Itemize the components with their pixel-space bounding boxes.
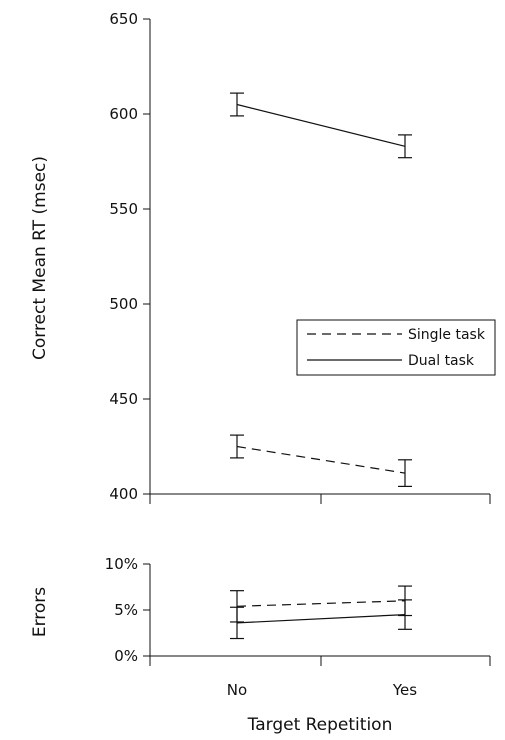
rt-axis-title: Correct Mean RT (msec) [30,156,50,360]
legend-box [296,319,496,376]
rt-y-tick-label: 550 [109,200,138,218]
errors-single-task-line [236,600,406,607]
x-tick-label: Yes [392,681,417,699]
rt-single-task-error-bar [230,434,244,459]
rt-single-task-error-bar [398,459,412,487]
errors-dual-task-line [236,614,406,624]
legend-label-dual-task: Dual task [408,353,475,369]
errors-y-tick-label: 0% [114,647,138,665]
legend: Single task Dual task [296,319,496,376]
errors-y-tick-label: 5% [114,601,138,619]
rt-dual-task-error-bar [398,134,412,159]
rt-single-task-line [236,445,406,474]
rt-dual-task-line [236,103,406,147]
rt-dual-task-error-bar [230,92,244,117]
rt-y-tick-label: 600 [109,105,138,123]
errors-axis-title: Errors [30,587,50,637]
rt-y-tick-label: 650 [109,10,138,28]
rt-panel: 650 600 550 500 450 400 Single task Dual task [109,10,496,504]
errors-dual-task-error-bar [230,606,244,640]
errors-dual-task-error-bar [398,599,412,630]
x-axis-title: Target Repetition [247,715,393,735]
rt-y-tick-label: 400 [109,485,138,503]
errors-panel: 10% 5% 0% No Yes [105,555,491,699]
rt-y-tick-label: 500 [109,295,138,313]
rt-y-tick-label: 450 [109,390,138,408]
legend-label-single-task: Single task [408,327,486,343]
x-tick-label: No [227,681,247,699]
errors-y-tick-label: 10% [105,555,138,573]
